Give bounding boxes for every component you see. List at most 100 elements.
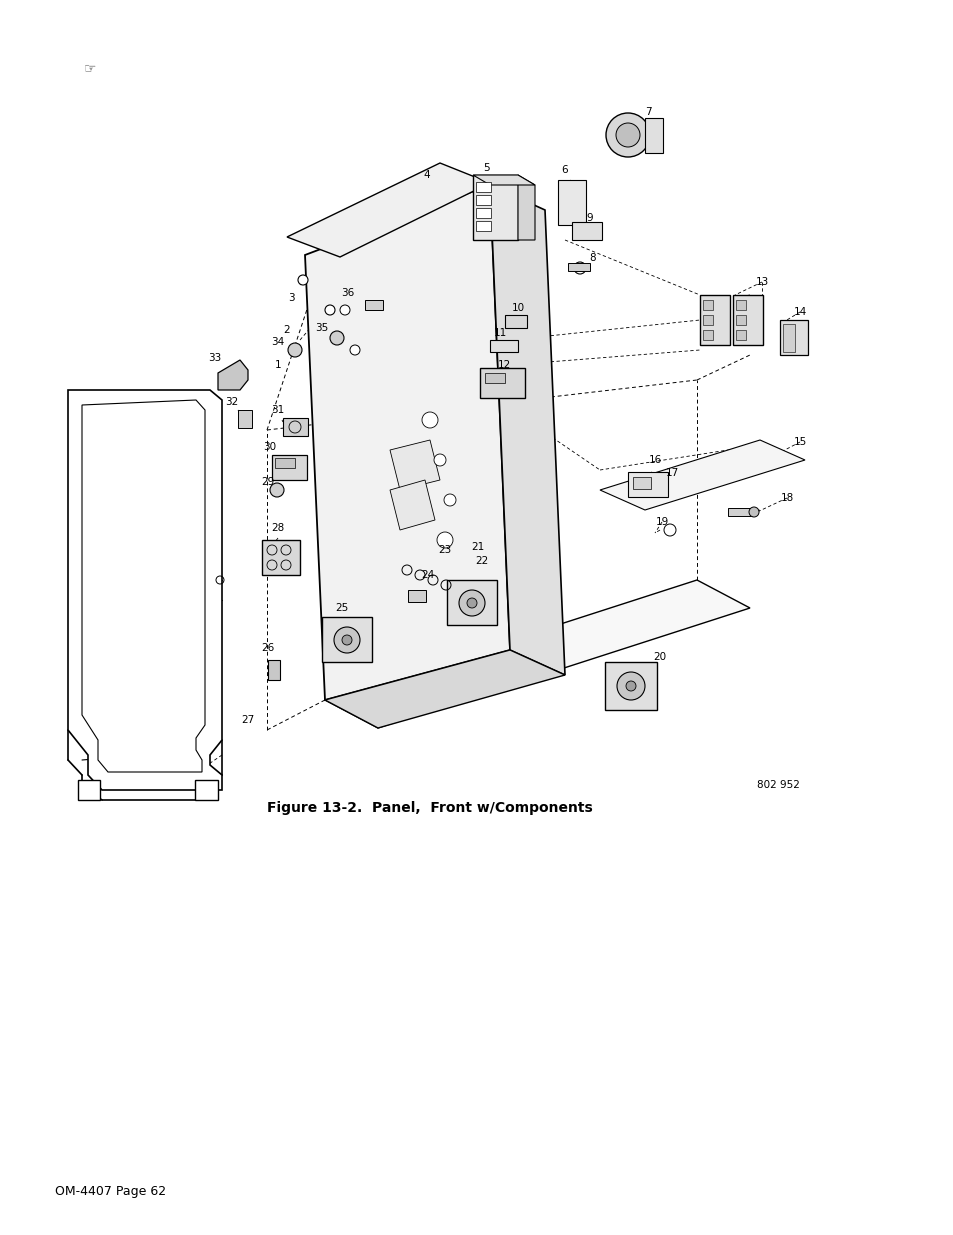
Text: 802 952: 802 952 — [756, 781, 799, 790]
Text: 5: 5 — [483, 163, 490, 173]
Polygon shape — [735, 330, 745, 340]
Polygon shape — [476, 221, 491, 231]
Polygon shape — [732, 295, 762, 345]
Circle shape — [663, 524, 676, 536]
Circle shape — [341, 635, 352, 645]
Polygon shape — [82, 400, 205, 772]
Polygon shape — [476, 207, 491, 219]
Polygon shape — [567, 263, 589, 270]
Text: 13: 13 — [755, 277, 768, 287]
Polygon shape — [490, 185, 564, 676]
Polygon shape — [473, 175, 535, 185]
Polygon shape — [604, 662, 657, 710]
Polygon shape — [78, 781, 100, 800]
Circle shape — [574, 262, 585, 274]
Polygon shape — [218, 359, 248, 390]
Polygon shape — [782, 324, 794, 352]
Text: 17: 17 — [664, 468, 678, 478]
Polygon shape — [325, 650, 564, 727]
Text: 16: 16 — [648, 454, 661, 466]
Circle shape — [421, 412, 437, 429]
Text: 31: 31 — [271, 405, 284, 415]
Text: 32: 32 — [225, 396, 238, 408]
Circle shape — [616, 124, 639, 147]
Text: 8: 8 — [589, 253, 596, 263]
Polygon shape — [272, 454, 307, 480]
Circle shape — [748, 508, 759, 517]
Text: 7: 7 — [644, 107, 651, 117]
Text: ☞: ☞ — [84, 61, 96, 75]
Polygon shape — [558, 180, 585, 225]
Polygon shape — [599, 440, 804, 510]
Circle shape — [270, 483, 284, 496]
Polygon shape — [473, 175, 517, 240]
Text: 21: 21 — [471, 542, 484, 552]
Text: 26: 26 — [261, 643, 274, 653]
Text: 27: 27 — [241, 715, 254, 725]
Text: 6: 6 — [561, 165, 568, 175]
Circle shape — [339, 305, 350, 315]
Polygon shape — [365, 300, 382, 310]
Text: 29: 29 — [261, 477, 274, 487]
Text: OM-4407 Page 62: OM-4407 Page 62 — [55, 1186, 166, 1198]
Text: 12: 12 — [497, 359, 510, 370]
Polygon shape — [702, 330, 712, 340]
Polygon shape — [194, 781, 218, 800]
Polygon shape — [447, 580, 497, 625]
Polygon shape — [627, 472, 667, 496]
Polygon shape — [633, 477, 650, 489]
Text: 35: 35 — [315, 324, 328, 333]
Circle shape — [617, 672, 644, 700]
Polygon shape — [644, 119, 662, 153]
Polygon shape — [274, 458, 294, 468]
Polygon shape — [700, 295, 729, 345]
Text: 14: 14 — [793, 308, 806, 317]
Polygon shape — [702, 315, 712, 325]
Circle shape — [458, 590, 484, 616]
Polygon shape — [305, 185, 510, 700]
Text: 3: 3 — [288, 293, 294, 303]
Polygon shape — [325, 580, 749, 727]
Circle shape — [288, 343, 302, 357]
Text: 4: 4 — [423, 170, 430, 180]
Polygon shape — [476, 195, 491, 205]
Text: 11: 11 — [493, 329, 506, 338]
Polygon shape — [322, 618, 372, 662]
Text: 34: 34 — [271, 337, 284, 347]
Circle shape — [330, 331, 344, 345]
Circle shape — [605, 112, 649, 157]
Circle shape — [350, 345, 359, 354]
Text: 23: 23 — [438, 545, 451, 555]
Polygon shape — [735, 300, 745, 310]
Polygon shape — [484, 373, 504, 383]
Polygon shape — [390, 480, 435, 530]
Circle shape — [325, 305, 335, 315]
Polygon shape — [390, 440, 439, 490]
Text: 19: 19 — [655, 517, 668, 527]
Polygon shape — [735, 315, 745, 325]
Text: Figure 13-2.  Panel,  Front w/Components: Figure 13-2. Panel, Front w/Components — [267, 802, 592, 815]
Text: 9: 9 — [586, 212, 593, 224]
Circle shape — [434, 454, 446, 466]
Text: 30: 30 — [263, 442, 276, 452]
Text: 28: 28 — [271, 522, 284, 534]
Polygon shape — [283, 417, 308, 436]
Circle shape — [297, 275, 308, 285]
Text: 20: 20 — [653, 652, 666, 662]
Polygon shape — [68, 390, 222, 790]
Polygon shape — [408, 590, 426, 601]
Polygon shape — [702, 300, 712, 310]
Polygon shape — [572, 222, 601, 240]
Circle shape — [625, 680, 636, 692]
Polygon shape — [479, 368, 524, 398]
Polygon shape — [490, 340, 517, 352]
Polygon shape — [517, 175, 535, 240]
Polygon shape — [504, 315, 526, 329]
Text: 33: 33 — [208, 353, 221, 363]
Polygon shape — [262, 540, 299, 576]
Polygon shape — [287, 163, 490, 257]
Text: 10: 10 — [511, 303, 524, 312]
Text: 24: 24 — [421, 571, 435, 580]
Polygon shape — [268, 659, 280, 680]
Polygon shape — [476, 182, 491, 191]
